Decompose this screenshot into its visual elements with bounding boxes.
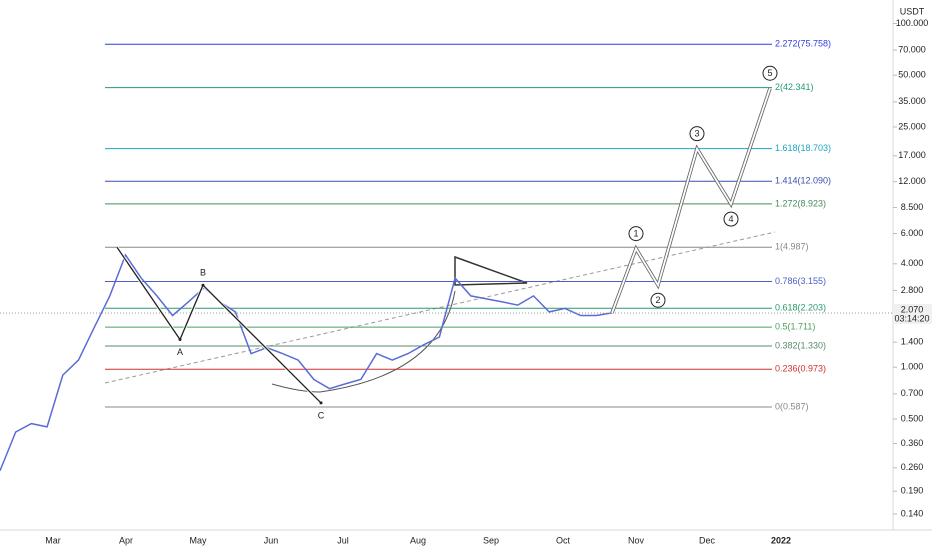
x-tick-label: May bbox=[189, 535, 207, 545]
last-price-label: 2.070 bbox=[901, 304, 924, 314]
y-tick-label: 1.400 bbox=[901, 337, 924, 347]
wave-marker bbox=[762, 65, 778, 81]
y-tick-label: 25.000 bbox=[898, 121, 926, 131]
correction-label: A bbox=[177, 347, 183, 357]
y-tick-label: 35.000 bbox=[898, 96, 926, 106]
x-tick-label: Nov bbox=[628, 535, 645, 545]
y-tick-label: 8.500 bbox=[901, 202, 924, 212]
fib-label: 1.618(18.703) bbox=[775, 143, 831, 153]
last-price-box bbox=[893, 303, 932, 324]
wave-label: 3 bbox=[694, 129, 699, 139]
y-tick-label: 50.000 bbox=[898, 70, 926, 80]
wave-marker bbox=[689, 126, 705, 142]
fib-label: 0.236(0.973) bbox=[775, 364, 826, 374]
x-tick-label: Mar bbox=[45, 535, 61, 545]
countdown: 03:14:20 bbox=[894, 313, 929, 323]
correction-path bbox=[116, 246, 322, 404]
fib-label: 1(4.987) bbox=[775, 242, 809, 252]
correction-point bbox=[201, 283, 205, 287]
y-tick-label: 70.000 bbox=[898, 44, 926, 54]
correction-label: C bbox=[318, 410, 325, 420]
trendline bbox=[104, 231, 776, 384]
y-tick-label: 1.000 bbox=[901, 362, 924, 372]
y-tick-label: 0.260 bbox=[901, 462, 924, 472]
x-tick-label: Jul bbox=[337, 535, 349, 545]
wave-label: 1 bbox=[633, 228, 638, 238]
y-tick-label: 6.000 bbox=[901, 228, 924, 238]
x-tick-label: Apr bbox=[119, 535, 133, 545]
correction-point bbox=[319, 401, 323, 405]
wave-marker bbox=[650, 292, 666, 308]
fib-label: 0.382(1.330) bbox=[775, 340, 826, 350]
x-tick-label: Oct bbox=[556, 535, 571, 545]
fib-label: 0.618(2.203) bbox=[775, 303, 826, 313]
fib-label: 0.786(3.155) bbox=[775, 276, 826, 286]
y-tick-label: 0.190 bbox=[901, 486, 924, 496]
y-tick-label: 17.000 bbox=[898, 150, 926, 160]
price-line bbox=[0, 253, 613, 471]
fib-label: 2(42.341) bbox=[775, 82, 814, 92]
fib-label: 0(0.587) bbox=[775, 401, 809, 411]
wave-marker bbox=[628, 226, 644, 242]
x-tick-label: Jun bbox=[264, 535, 279, 545]
y-tick-label: 100.000 bbox=[896, 18, 929, 28]
x-tick-label: 2022 bbox=[771, 535, 791, 545]
x-tick-label: Aug bbox=[410, 535, 426, 545]
correction-point bbox=[178, 338, 182, 342]
wave-path bbox=[611, 88, 771, 314]
y-tick-label: 0.500 bbox=[901, 413, 924, 423]
correction-label: B bbox=[200, 268, 206, 278]
y-tick-label: 0.360 bbox=[901, 438, 924, 448]
y-tick-label: 4.000 bbox=[901, 258, 924, 268]
fib-label: 1.272(8.923) bbox=[775, 198, 826, 208]
x-tick-label: Dec bbox=[699, 535, 716, 545]
cup-arc bbox=[271, 290, 456, 393]
y-tick-label: 12.000 bbox=[898, 176, 926, 186]
fib-label: 1.414(12.090) bbox=[775, 176, 831, 186]
y-tick-label: 0.700 bbox=[901, 388, 924, 398]
y-tick-label: 0.140 bbox=[901, 508, 924, 518]
wave-marker bbox=[723, 211, 739, 227]
y-tick-label: 2.800 bbox=[901, 285, 924, 295]
currency-label: USDT bbox=[900, 6, 925, 16]
x-tick-label: Sep bbox=[483, 535, 499, 545]
wave-label: 5 bbox=[767, 68, 772, 78]
triangle bbox=[454, 255, 528, 286]
wave-label: 4 bbox=[728, 214, 733, 224]
fib-label: 2.272(75.758) bbox=[775, 39, 831, 49]
fib-label: 0.5(1.711) bbox=[775, 322, 815, 332]
wave-label: 2 bbox=[655, 295, 660, 305]
